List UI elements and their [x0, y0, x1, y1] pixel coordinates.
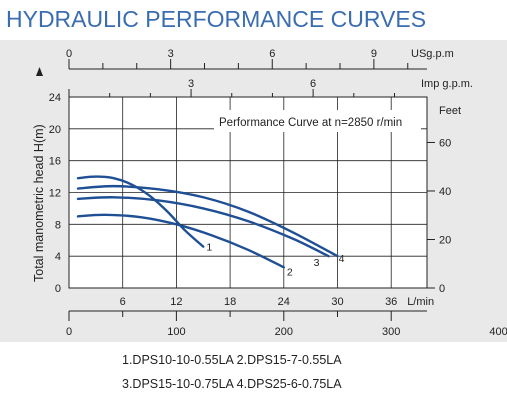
impgpm-unit-label: Imp g.p.m. — [421, 78, 473, 90]
left-tick-label: 0 — [55, 283, 61, 295]
feet-axis: 60 40 20 0 Feet — [427, 105, 461, 295]
usgpm-tick-label: 3 — [168, 48, 174, 60]
legend-line-2: 3.DPS15-10-0.75LA 4.DPS25-6-0.75LA — [122, 377, 342, 391]
m3h-tick-label: 400 — [489, 326, 507, 338]
m3h-tick-label: 300 — [382, 326, 400, 338]
curve-label-2: 2 — [287, 266, 293, 278]
performance-note: Performance Curve at n=2850 r/min — [219, 117, 402, 129]
y-axis-title: Total manometric head H(m) — [32, 124, 46, 282]
lmin-tick-label: 30 — [331, 296, 343, 308]
y-axis-arrow-icon — [36, 67, 43, 76]
lmin-unit-label: L/min — [407, 296, 434, 308]
feet-tick-label: 0 — [439, 283, 445, 295]
curve-label-4: 4 — [339, 253, 345, 265]
lmin-axis: 6 12 18 24 30 36 L/min — [120, 296, 434, 308]
feet-tick-label: 40 — [439, 186, 451, 198]
usgpm-tick-label: 9 — [371, 48, 377, 60]
feet-unit-label: Feet — [439, 105, 461, 117]
left-tick-label: 12 — [49, 188, 61, 200]
m3h-tick-label: 200 — [275, 326, 293, 338]
left-tick-label: 16 — [49, 156, 61, 168]
impgpm-axis: 3 6 Imp g.p.m. — [68, 78, 473, 99]
usgpm-tick-label: 0 — [66, 48, 72, 60]
lmin-tick-label: 12 — [170, 296, 182, 308]
impgpm-tick-label: 3 — [188, 78, 194, 90]
curve-label-1: 1 — [206, 242, 212, 254]
feet-tick-label: 20 — [439, 234, 451, 246]
curve-labels-layer: 1 2 3 4 — [206, 242, 344, 279]
performance-curve-1 — [76, 175, 205, 248]
left-tick-label: 20 — [49, 124, 61, 136]
usgpm-axis: 0 3 6 9 USg.p.m — [66, 48, 454, 70]
legend-line-1: 1.DPS10-10-0.55LA 2.DPS15-7-0.55LA — [122, 353, 342, 367]
left-tick-label: 8 — [55, 219, 61, 231]
impgpm-tick-label: 6 — [310, 78, 316, 90]
lmin-tick-label: 18 — [224, 296, 236, 308]
chart-title: HYDRAULIC PERFORMANCE CURVES — [6, 6, 426, 32]
usgpm-tick-label: 6 — [269, 48, 275, 60]
curve-label-3: 3 — [314, 257, 320, 269]
m3h-tick-label: 0 — [66, 326, 72, 338]
performance-curve-4 — [76, 184, 339, 258]
performance-curve-2 — [76, 213, 285, 269]
feet-tick-label: 60 — [439, 137, 451, 149]
performance-curve-3 — [76, 196, 330, 258]
curves-layer — [76, 175, 339, 269]
usgpm-unit-label: USg.p.m — [411, 48, 454, 60]
m3h-axis: 0100200300400500600m³/h — [66, 310, 507, 338]
lmin-tick-label: 6 — [120, 296, 126, 308]
lmin-tick-label: 36 — [385, 296, 397, 308]
left-tick-label: 24 — [49, 92, 61, 104]
left-axis-ticks: 24 20 16 12 8 4 0 — [49, 92, 61, 295]
lmin-tick-label: 24 — [278, 296, 290, 308]
m3h-tick-label: 100 — [167, 326, 185, 338]
note-box — [214, 110, 421, 132]
left-tick-label: 4 — [55, 251, 61, 263]
